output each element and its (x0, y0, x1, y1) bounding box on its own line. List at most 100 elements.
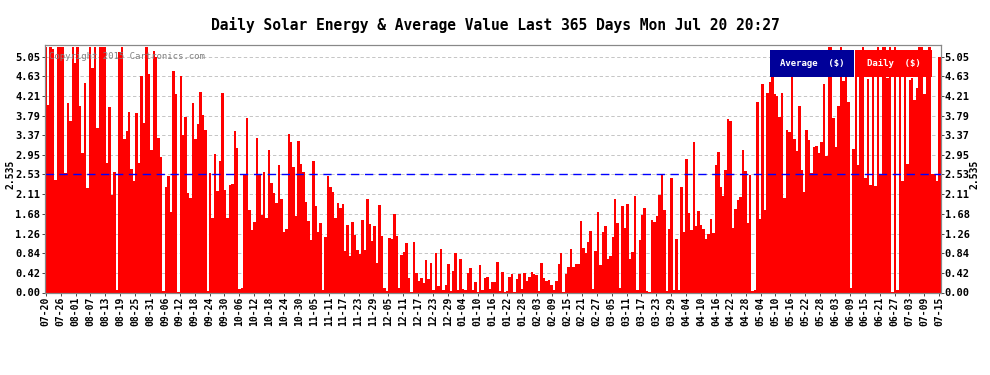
Bar (234, 131, 236, 292)
Bar (673, 290, 675, 292)
Bar (443, 290, 445, 292)
Bar (599, 265, 602, 292)
Bar (658, 195, 660, 292)
Bar (776, 96, 778, 292)
Bar (273, 192, 275, 292)
Bar (484, 278, 486, 292)
Bar (710, 219, 712, 292)
Bar (322, 290, 325, 292)
Bar (246, 118, 248, 292)
Bar (840, 47, 842, 292)
Bar (187, 193, 189, 292)
Bar (516, 279, 519, 292)
Bar (268, 150, 270, 292)
Bar (602, 232, 604, 292)
Bar (852, 149, 854, 292)
Bar (182, 135, 184, 292)
Bar (592, 289, 594, 292)
Bar (791, 72, 793, 292)
Bar (54, 180, 56, 292)
Bar (89, 47, 91, 292)
Bar (901, 181, 904, 292)
Bar (50, 47, 51, 292)
Bar (934, 174, 936, 292)
Bar (239, 290, 241, 292)
Bar (56, 47, 59, 292)
Bar (174, 94, 177, 292)
Bar (663, 210, 665, 292)
Bar (64, 172, 66, 292)
Bar (462, 289, 464, 292)
Bar (435, 253, 438, 292)
Bar (143, 123, 146, 292)
Bar (751, 291, 754, 292)
Bar (164, 187, 167, 292)
Bar (825, 156, 828, 292)
Bar (69, 121, 71, 292)
Bar (552, 290, 555, 292)
Bar (396, 236, 398, 292)
Bar (501, 272, 504, 292)
Bar (214, 154, 217, 292)
Bar (258, 174, 260, 292)
Bar (881, 47, 884, 292)
Bar (688, 213, 690, 292)
Bar (280, 198, 283, 292)
FancyBboxPatch shape (855, 50, 932, 77)
Bar (457, 290, 459, 292)
Bar (536, 274, 538, 292)
Bar (872, 55, 874, 292)
Bar (725, 170, 727, 292)
Bar (801, 170, 803, 292)
Bar (104, 47, 106, 292)
Bar (730, 121, 732, 292)
Bar (253, 222, 255, 292)
Bar (771, 68, 773, 292)
Bar (675, 239, 678, 292)
Bar (81, 153, 84, 292)
Bar (425, 260, 428, 292)
Bar (511, 274, 514, 292)
Bar (366, 199, 368, 292)
Bar (481, 290, 484, 292)
Bar (108, 107, 111, 292)
Bar (847, 102, 849, 292)
Bar (383, 288, 386, 292)
Bar (788, 132, 791, 292)
Bar (169, 212, 172, 292)
Bar (486, 278, 489, 292)
Bar (86, 188, 89, 292)
Bar (732, 228, 735, 292)
Bar (705, 239, 707, 292)
Bar (634, 196, 637, 292)
Bar (45, 47, 47, 292)
Bar (325, 237, 327, 292)
Bar (786, 130, 788, 292)
Bar (99, 47, 101, 292)
Bar (47, 105, 50, 292)
Bar (886, 78, 889, 292)
Bar (160, 158, 162, 292)
Bar (496, 262, 499, 292)
Bar (207, 291, 209, 292)
Bar (844, 50, 847, 292)
Bar (746, 223, 749, 292)
Bar (332, 192, 335, 292)
Bar (420, 278, 423, 292)
Bar (327, 176, 330, 292)
Bar (202, 115, 204, 292)
Bar (356, 250, 358, 292)
Bar (811, 172, 813, 292)
Bar (632, 252, 634, 292)
Bar (433, 290, 435, 292)
Bar (76, 47, 79, 292)
Bar (816, 146, 818, 292)
Bar (828, 47, 830, 292)
Bar (806, 130, 808, 292)
Bar (315, 206, 317, 292)
Bar (717, 152, 720, 292)
Bar (415, 273, 418, 292)
Bar (506, 291, 509, 292)
Bar (570, 249, 572, 292)
Bar (250, 231, 253, 292)
